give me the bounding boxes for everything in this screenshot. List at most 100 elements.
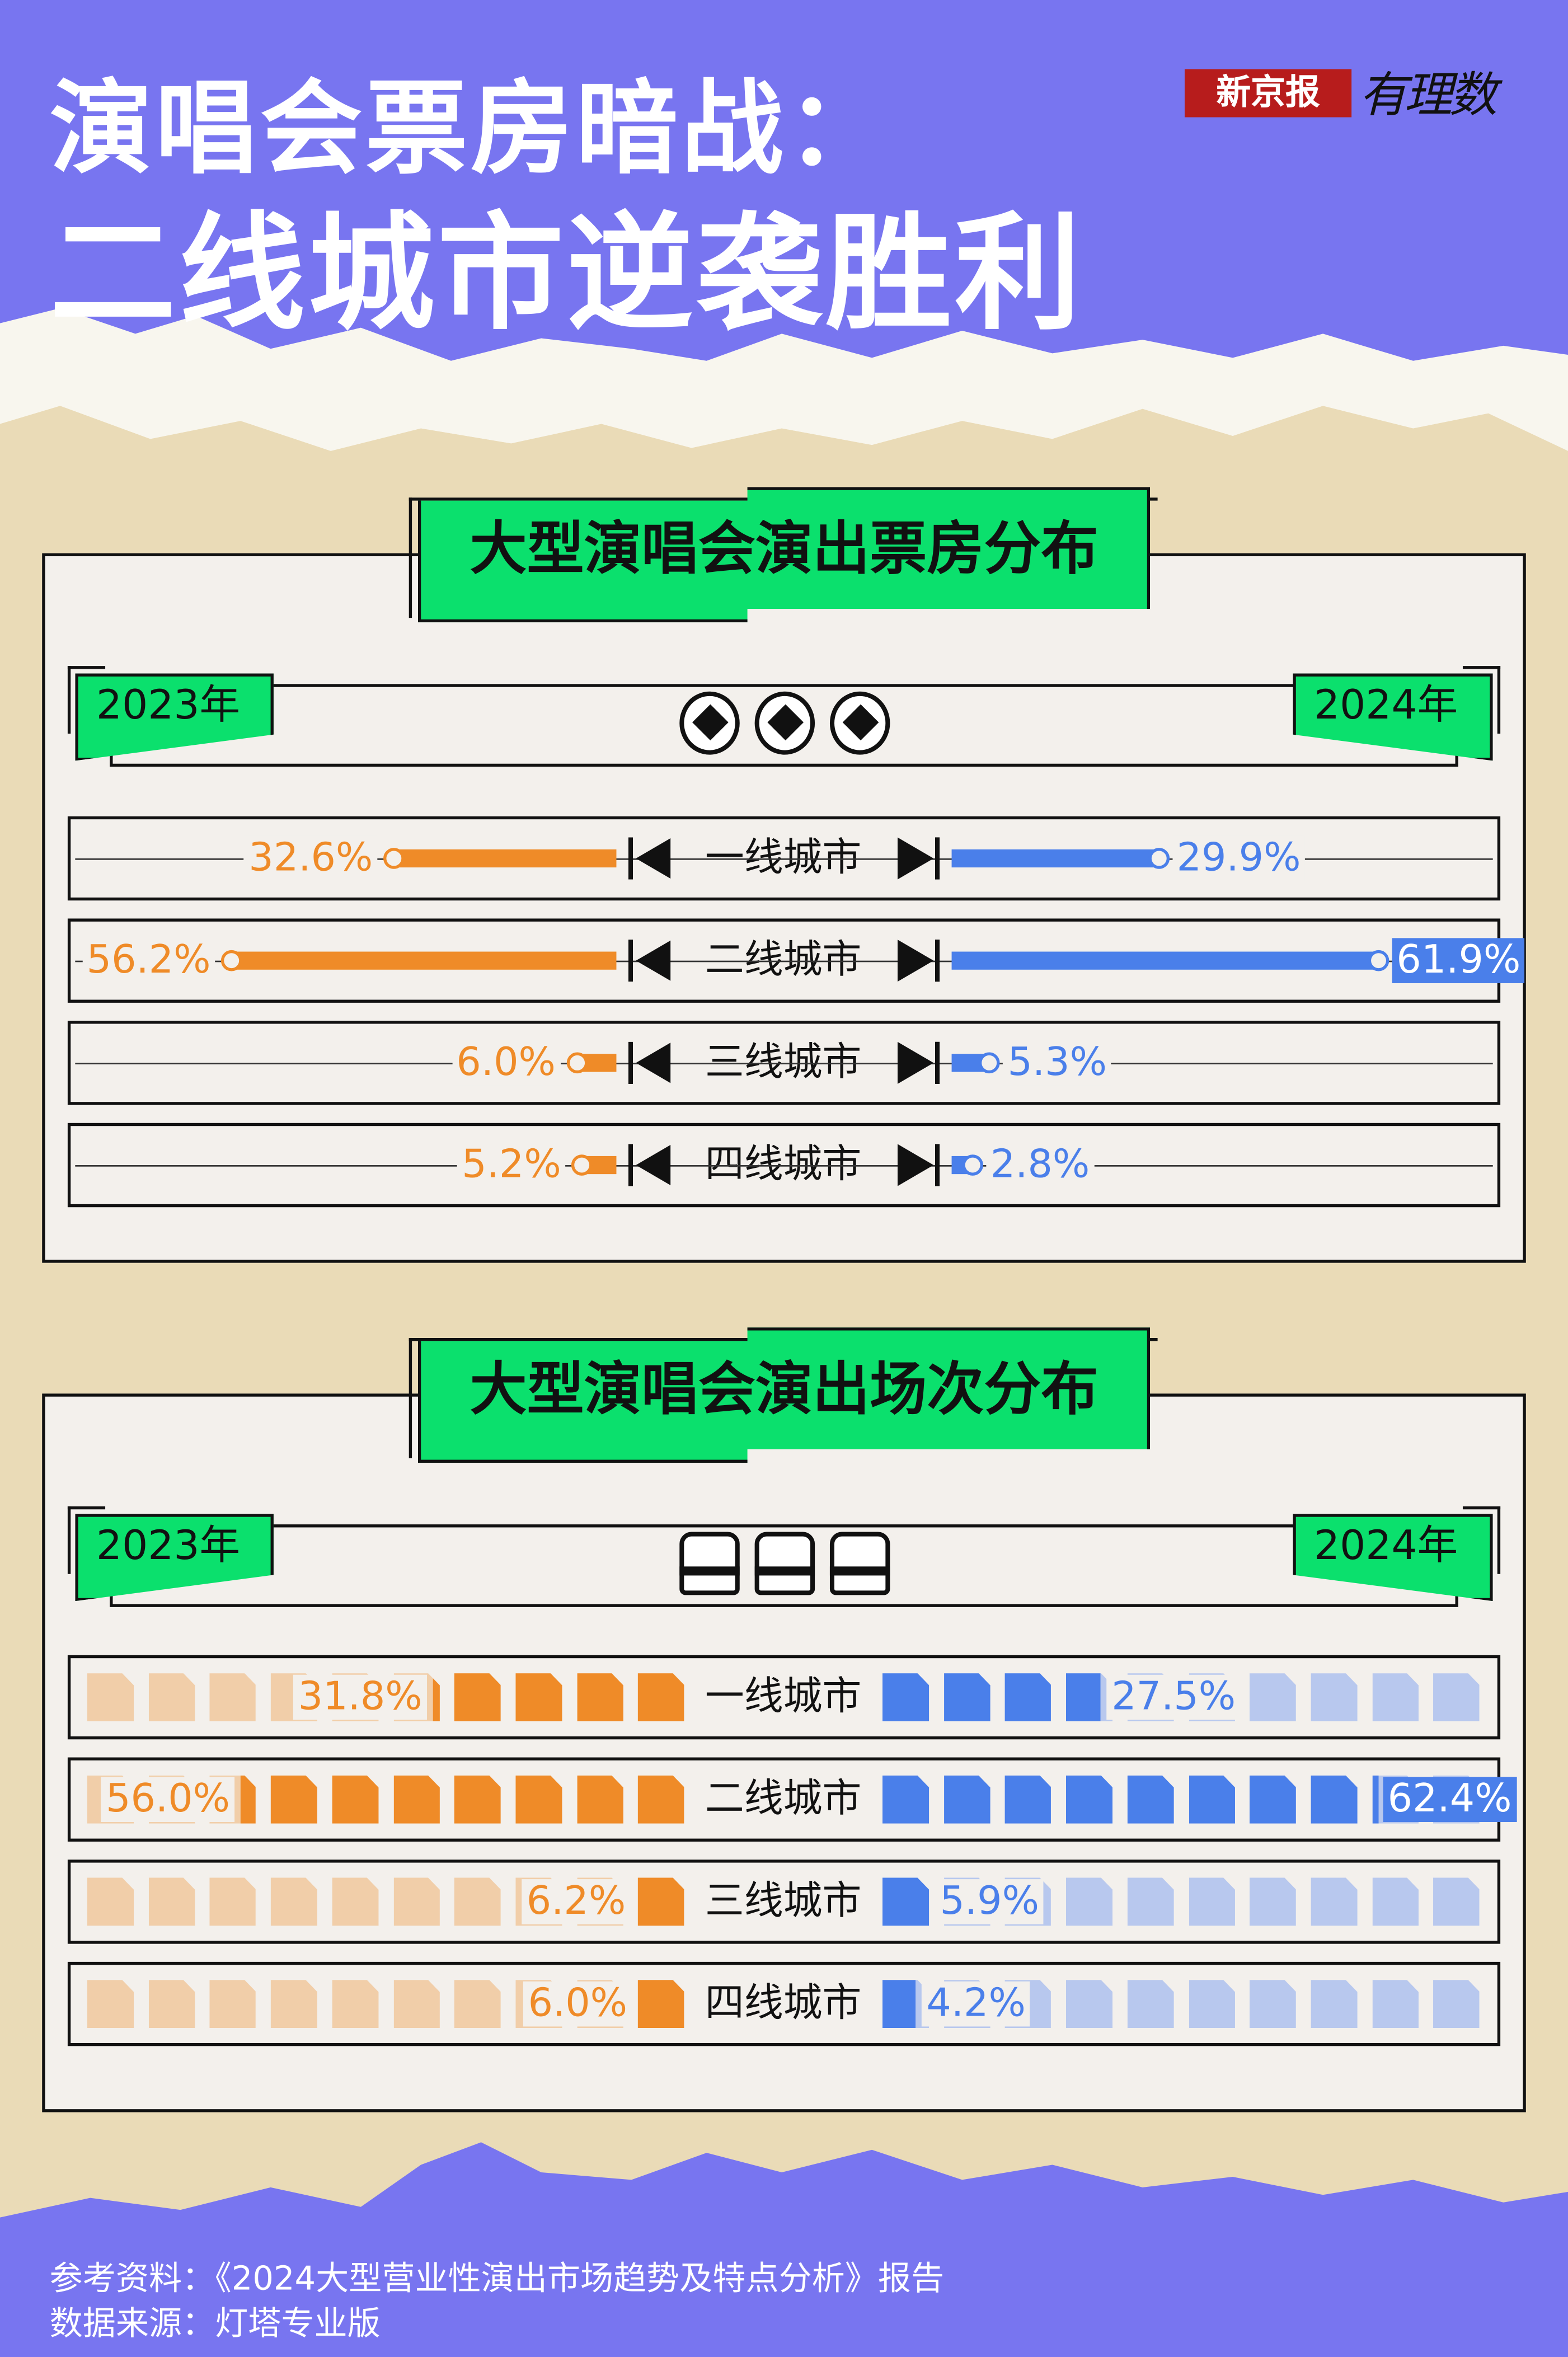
bar-end-dot [566, 1052, 588, 1074]
table-row [67, 1860, 1501, 1944]
block-filled [943, 1673, 990, 1722]
block-empty [1127, 1877, 1174, 1926]
diamond-shape [767, 704, 804, 741]
value-label-2023: 6.2% [522, 1879, 631, 1924]
seat-icon [679, 1532, 740, 1595]
block-empty [1065, 1980, 1113, 2029]
block-filled [1372, 1775, 1379, 1824]
left-arrow-icon [628, 1144, 671, 1186]
value-label-2023: 32.6% [244, 835, 378, 881]
title-line-1: 演唱会票房暗战： [49, 71, 892, 190]
value-label-2023: 56.0% [101, 1777, 235, 1823]
seat-arm [679, 1566, 740, 1576]
block-filled [1249, 1775, 1297, 1824]
corner-mark [67, 1506, 106, 1574]
block-filled [882, 1673, 929, 1722]
table-row [67, 1021, 1501, 1105]
left-arrow-icon [628, 1041, 671, 1084]
block-fill [637, 1980, 686, 2029]
block-track-2024 [882, 1775, 1481, 1824]
value-label-2024: 5.3% [1003, 1040, 1112, 1086]
block-empty [148, 1877, 195, 1926]
block-empty [1433, 1980, 1480, 2029]
seat-icon-group [679, 1532, 890, 1598]
block-empty [393, 1877, 440, 1926]
legend-2024: 2024年 [1293, 1514, 1493, 1602]
value-label-2024: 62.4% [1383, 1777, 1517, 1823]
corner-mark [1462, 666, 1501, 734]
block-filled [576, 1673, 623, 1722]
block-filled [1004, 1775, 1051, 1824]
block-filled [240, 1775, 256, 1824]
block-empty [1433, 1673, 1480, 1722]
bar-end-dot [571, 1154, 593, 1176]
block-empty [270, 1980, 318, 2029]
block-empty [332, 1877, 379, 1926]
city-label: 一线城市 [705, 1674, 862, 1720]
bar-end-dot [221, 950, 242, 971]
block-filled [1311, 1775, 1358, 1824]
block-empty [270, 1877, 318, 1926]
block-empty [1372, 1980, 1419, 2029]
table-row [67, 1961, 1501, 2046]
value-label-2024: 61.9% [1392, 938, 1525, 983]
bar-end-dot [1368, 950, 1389, 971]
diamond-shape [842, 704, 879, 741]
block-empty [393, 1980, 440, 2029]
guide-line [75, 858, 1493, 860]
seat-icon [754, 1532, 815, 1595]
table-row [67, 1655, 1501, 1740]
guide-line [75, 960, 1493, 962]
block-filled [393, 1775, 440, 1824]
block-fill [433, 1673, 686, 1722]
city-label: 四线城市 [705, 1142, 862, 1188]
block-filled [270, 1775, 318, 1824]
block-fill [882, 1877, 929, 1926]
block-filled [433, 1673, 440, 1722]
block-filled [882, 1980, 916, 2029]
block-filled [454, 1775, 501, 1824]
block-fill [882, 1673, 1101, 1722]
block-empty [87, 1673, 134, 1722]
logo-sub: 有理数 [1359, 66, 1497, 124]
guide-line [75, 1165, 1493, 1167]
block-empty [1433, 1877, 1480, 1926]
block-fill [882, 1980, 916, 2029]
block-empty [332, 1980, 379, 2029]
block-empty [209, 1673, 256, 1722]
bar-end-dot [979, 1052, 1001, 1074]
right-arrow-icon [897, 1144, 940, 1186]
value-label-2024: 27.5% [1107, 1674, 1241, 1720]
block-empty [1065, 1877, 1113, 1926]
left-arrow-icon [628, 940, 671, 982]
bar-2023 [392, 849, 617, 868]
block-filled [1004, 1673, 1051, 1722]
diamond-ticket-icon-group [679, 691, 890, 758]
block-empty [1311, 1980, 1358, 2029]
legend-2023: 2023年 [75, 673, 274, 761]
block-empty [1188, 1980, 1235, 2029]
guide-line [75, 1063, 1493, 1065]
bar-end-dot [961, 1154, 983, 1176]
bar-2024 [951, 849, 1157, 868]
diamond-ticket-icon [754, 691, 815, 755]
seat-arm [754, 1566, 815, 1576]
block-filled [1127, 1775, 1174, 1824]
value-label-2024: 4.2% [922, 1981, 1030, 2027]
city-label: 三线城市 [705, 1879, 862, 1924]
block-empty [148, 1673, 195, 1722]
footer-source: 数据来源：灯塔专业版 [49, 2306, 381, 2344]
block-empty [1249, 1980, 1297, 2029]
block-fill [240, 1775, 686, 1824]
block-empty [1249, 1673, 1297, 1722]
block-filled [1065, 1775, 1113, 1824]
seat-arm [829, 1566, 890, 1576]
seat-icon [829, 1532, 890, 1595]
value-label-2023: 6.0% [452, 1040, 560, 1086]
block-filled [882, 1877, 929, 1926]
diamond-ticket-icon [829, 691, 890, 755]
block-filled [515, 1775, 562, 1824]
block-empty [209, 1980, 256, 2029]
